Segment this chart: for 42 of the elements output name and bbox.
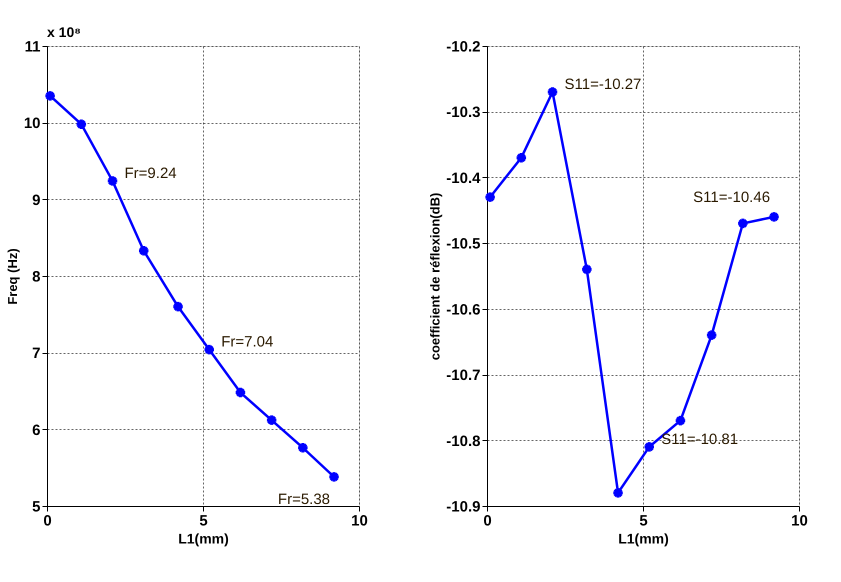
annotation: S11=-10.81 [661,430,738,448]
point [612,486,624,500]
y-tick-label: -10.5 [446,236,480,253]
y-tick-label: -10.2 [446,38,480,56]
annotation: S11=-10.46 [693,188,770,206]
y-axis-title: coefficient de réflexion(dB) [427,192,442,360]
point [172,300,184,313]
x-tick-label: 10 [791,512,808,530]
y-tick-label: -10.8 [446,432,480,450]
point [265,414,278,426]
x-tick-label: 5 [199,512,208,530]
y-tick-label: -10.4 [446,170,482,187]
x-tick-label: 10 [351,512,368,530]
x-axis-title: L1(mm) [178,530,229,546]
y-axis-title: Freq (Hz) [4,248,20,305]
point [736,217,750,230]
annotation: S11=-10.27 [564,76,642,93]
y-tick-label: -10.3 [446,104,480,122]
annotation: Fr=9.24 [124,164,177,182]
y-tick-label: -10.6 [446,301,480,318]
point [106,174,119,188]
x-axis-title: L1(mm) [618,530,669,546]
annotation: Fr=5.38 [278,490,330,508]
x-tick-label: 5 [639,512,648,530]
annotation: Fr=7.04 [221,334,274,351]
x-tick-label: 0 [43,512,52,530]
point [234,386,247,399]
y-tick-label: 7 [32,345,40,362]
y-tick-label: 11 [24,38,40,56]
y-tick-label: 8 [32,268,40,286]
point [705,328,718,342]
text: x 10⁸ [47,24,81,40]
point [546,86,559,98]
x-tick-label: 0 [483,512,492,530]
point [580,263,594,276]
y-tick-label: 5 [32,498,40,516]
y-tick-label: -10.7 [446,367,480,384]
y-tick-label: -10.9 [446,498,480,516]
y-tick-label: 9 [32,192,40,209]
y-tick-label: 10 [24,115,40,132]
point [674,414,687,427]
y-tick-label: 6 [32,422,40,439]
